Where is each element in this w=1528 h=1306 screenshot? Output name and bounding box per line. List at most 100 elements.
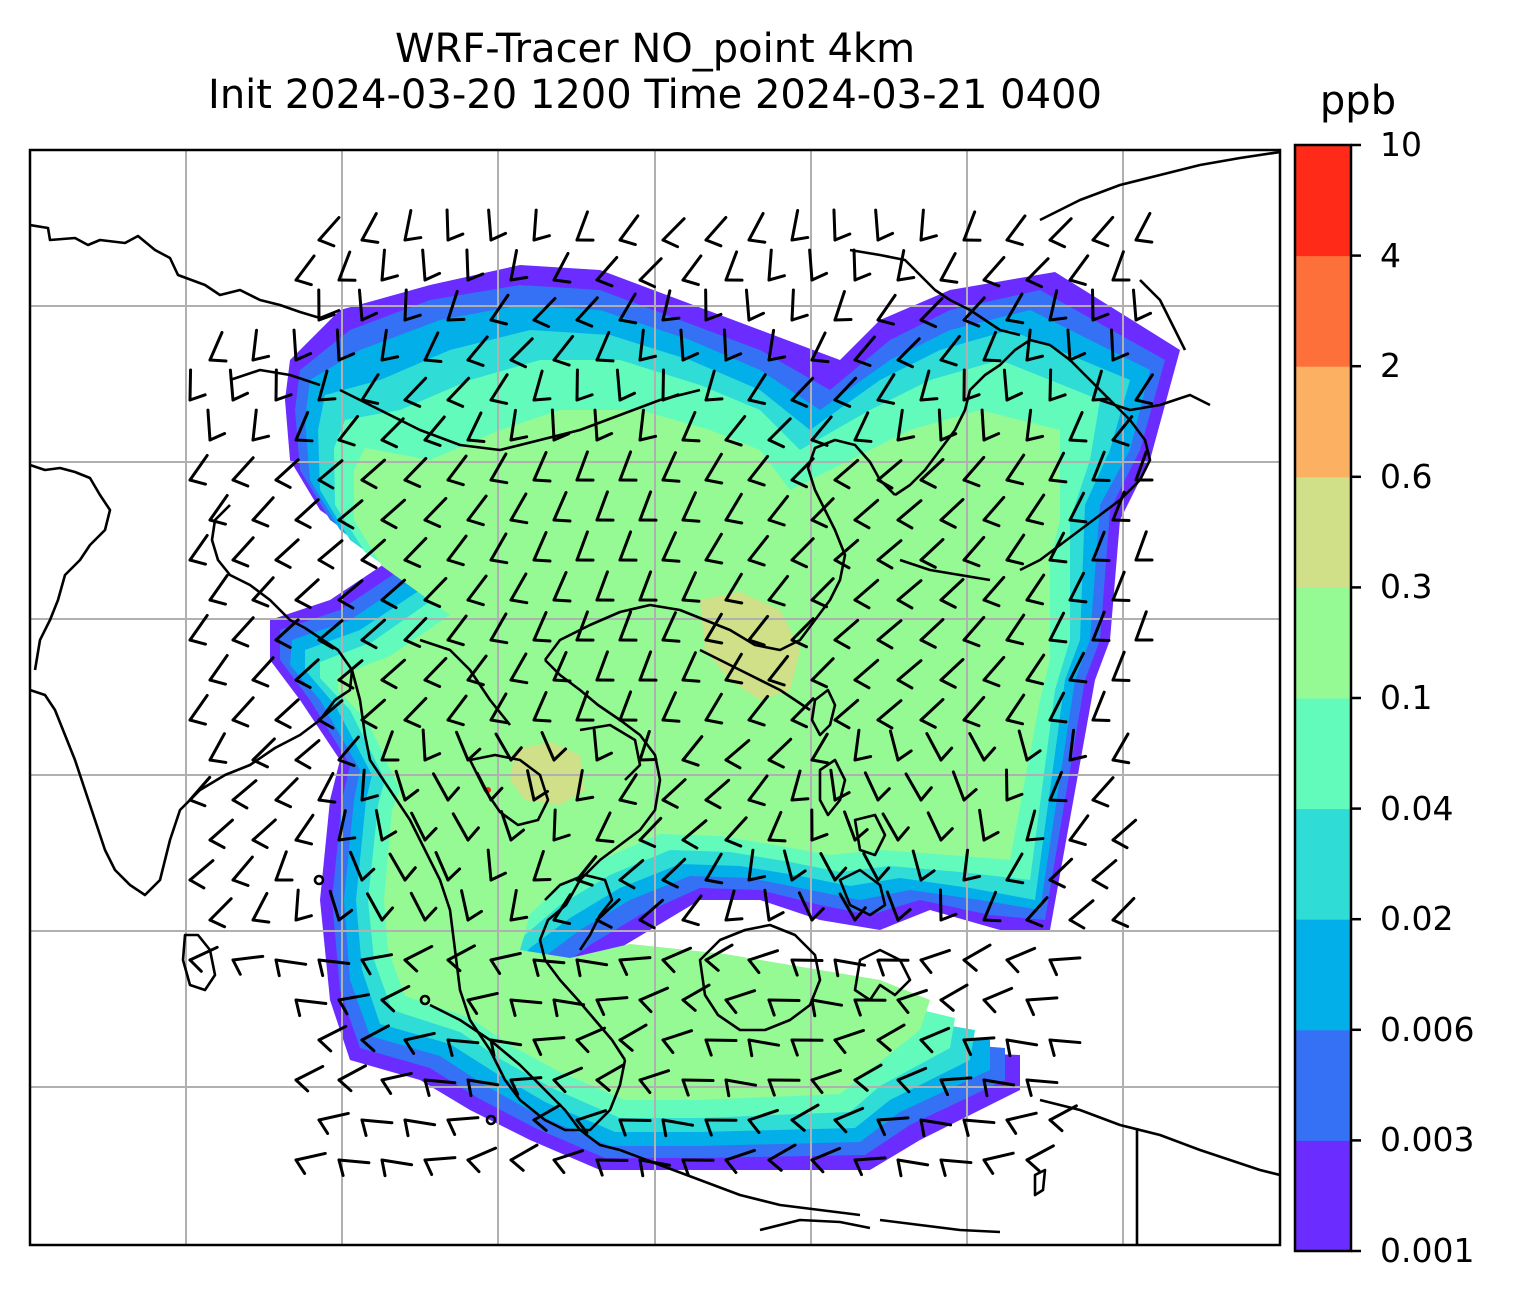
barb-flag: [1025, 1158, 1041, 1173]
barb-flag: [231, 478, 250, 488]
barb-flag: [896, 518, 914, 530]
barb-shaft: [294, 578, 320, 602]
barb-flag: [618, 318, 638, 325]
barb-flag: [552, 1078, 567, 1094]
barb-shaft: [1048, 611, 1066, 642]
wind-barb: [1048, 531, 1068, 564]
barb-flag: [747, 638, 766, 647]
barb-flag: [1068, 278, 1087, 286]
barb-flag: [532, 397, 552, 402]
colorbar-tick-label: 0.001: [1380, 1231, 1475, 1270]
wind-barb: [982, 575, 1006, 608]
barb-shaft: [317, 771, 335, 802]
wind-barb: [188, 368, 207, 402]
barb-shaft: [403, 536, 428, 562]
barb-flag: [833, 718, 851, 730]
wind-barb: [982, 495, 1006, 528]
barb-flag: [618, 878, 636, 890]
barb-shaft: [509, 1143, 539, 1162]
barb-shaft: [552, 334, 575, 362]
wind-barb: [962, 455, 986, 488]
barb-flag: [423, 752, 442, 762]
barb-shaft: [595, 996, 629, 1002]
wind-barb: [188, 693, 209, 726]
barb-shaft: [767, 494, 790, 522]
barb-flag: [1025, 918, 1044, 928]
barb-shaft: [188, 945, 219, 962]
wind-barb: [251, 576, 275, 608]
barb-shaft: [874, 208, 880, 242]
wind-barb: [532, 849, 552, 882]
barb-shaft: [790, 769, 802, 802]
barb-shaft: [1068, 728, 1076, 762]
wind-barb: [704, 692, 724, 725]
barb-flag: [1025, 1078, 1033, 1097]
wind-barb: [317, 288, 336, 322]
wind-barb: [509, 888, 529, 922]
barb-flag: [446, 1038, 454, 1057]
barb-flag: [1111, 838, 1129, 850]
barb-flag: [1111, 598, 1131, 603]
barb-flag: [403, 313, 422, 322]
wind-barb: [925, 732, 954, 762]
wind-barb: [1025, 257, 1050, 289]
barb-shaft: [618, 450, 633, 482]
barb-flag: [1005, 318, 1025, 325]
barb-shaft: [532, 958, 566, 965]
coast-borneo: [698, 923, 822, 1032]
wind-barb: [208, 330, 228, 363]
barb-shaft: [968, 732, 986, 762]
barb-shaft: [661, 1118, 695, 1127]
wind-barb: [509, 408, 529, 442]
barb-flag: [532, 1038, 543, 1057]
wind-barb: [681, 819, 708, 850]
barb-shaft: [853, 411, 870, 442]
wind-barb: [274, 850, 294, 882]
barb-flag: [423, 518, 442, 529]
barb-flag: [661, 478, 681, 483]
wind-barb: [466, 574, 488, 607]
barb-flag: [704, 958, 720, 972]
barb-shaft: [1048, 691, 1066, 722]
barb-shaft: [1025, 493, 1046, 522]
wind-barb: [317, 619, 344, 650]
wind-barb: [724, 1078, 758, 1098]
wind-barb: [962, 210, 982, 242]
wind-barb: [317, 539, 344, 570]
barb-flag: [403, 866, 417, 882]
barb-flag: [360, 311, 379, 322]
barb-flag: [575, 958, 582, 978]
barb-shaft: [360, 698, 387, 722]
barb-flag: [919, 1038, 934, 1054]
barb-shaft: [1068, 491, 1086, 522]
barb-flag: [1005, 792, 1024, 802]
barb-shaft: [208, 818, 234, 842]
barb-flag: [595, 918, 613, 929]
barb-shaft: [982, 890, 998, 922]
wind-barb: [460, 889, 484, 922]
wind-barb: [618, 610, 638, 642]
wind-barb: [526, 769, 550, 802]
wind-barb: [188, 613, 209, 646]
wind-barb: [421, 248, 442, 282]
colorbar-segment-4: [1295, 808, 1351, 920]
wind-barb: [532, 1036, 566, 1057]
barb-shaft: [638, 408, 645, 442]
barb-flag: [509, 746, 523, 762]
barb-flag: [552, 432, 571, 442]
barb-shaft: [337, 499, 364, 522]
barb-shaft: [489, 293, 510, 322]
wind-barb: [550, 408, 571, 442]
barb-flag: [747, 875, 767, 882]
wind-barb: [939, 658, 965, 689]
barb-flag: [982, 918, 1002, 923]
wind-barb: [896, 579, 923, 610]
wind-barb: [251, 656, 275, 688]
barb-shaft: [466, 574, 488, 602]
barb-flag: [962, 718, 981, 728]
wind-barb: [790, 617, 815, 649]
wind-barb: [1068, 651, 1088, 684]
barb-shaft: [962, 535, 986, 562]
barb-flag: [509, 598, 529, 605]
barb-flag: [509, 828, 526, 842]
